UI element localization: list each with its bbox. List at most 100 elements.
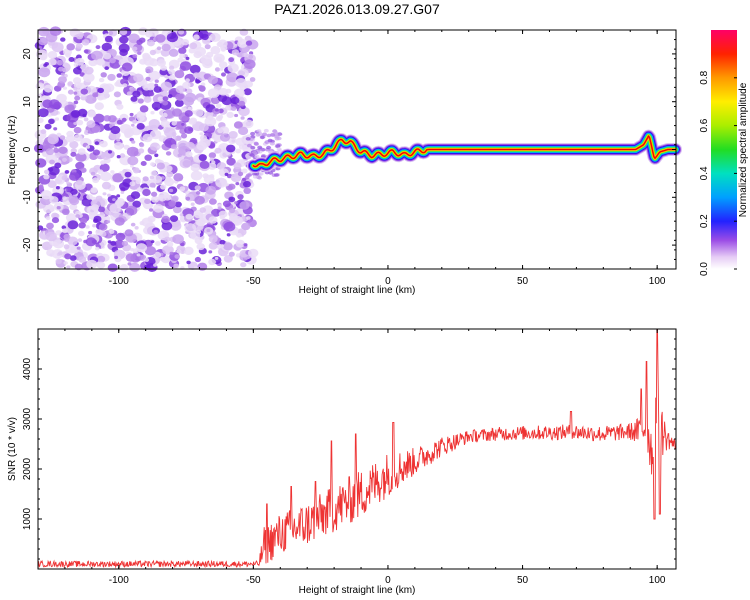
- x-tick-label: -50: [246, 276, 261, 287]
- noise-blob: [230, 106, 237, 111]
- noise-blob: [162, 100, 169, 106]
- noise-blob: [122, 83, 128, 88]
- noise-blob: [63, 261, 68, 265]
- noise-blob: [183, 246, 194, 255]
- noise-blob: [53, 148, 60, 153]
- noise-blob: [217, 39, 228, 48]
- noise-blob: [164, 127, 176, 138]
- noise-blob: [162, 112, 168, 118]
- noise-blob: [250, 145, 256, 150]
- noise-blob: [131, 123, 135, 127]
- noise-blob: [237, 38, 248, 48]
- noise-blob: [86, 194, 93, 200]
- noise-blob: [95, 229, 103, 236]
- noise-blob: [84, 129, 89, 133]
- noise-blob: [243, 59, 256, 70]
- noise-blob: [35, 82, 45, 90]
- noise-blob: [168, 200, 177, 207]
- noise-blob: [201, 33, 209, 41]
- noise-blob: [56, 59, 64, 66]
- noise-blob: [58, 66, 64, 72]
- snr-background: [38, 329, 676, 569]
- x-tick-label: 0: [385, 575, 391, 586]
- noise-blob: [110, 170, 115, 174]
- noise-blob: [109, 203, 121, 214]
- noise-blob: [38, 52, 48, 61]
- noise-blob: [67, 104, 75, 111]
- noise-blob: [110, 125, 121, 135]
- noise-blob: [217, 206, 222, 210]
- noise-blob: [152, 175, 163, 184]
- noise-blob: [166, 171, 174, 178]
- noise-blob: [235, 239, 245, 248]
- y-tick-label: 2000: [22, 457, 33, 480]
- noise-blob: [150, 162, 156, 167]
- noise-blob: [258, 172, 264, 176]
- noise-blob: [210, 96, 221, 105]
- noise-blob: [226, 107, 231, 111]
- noise-blob: [252, 175, 258, 179]
- noise-blob: [179, 213, 184, 217]
- noise-blob: [97, 255, 106, 263]
- noise-blob: [138, 148, 145, 154]
- noise-blob: [96, 58, 105, 66]
- noise-blob: [145, 76, 151, 81]
- noise-blob: [257, 145, 263, 150]
- noise-blob: [114, 142, 124, 150]
- noise-blob: [179, 53, 185, 59]
- noise-blob: [209, 174, 215, 179]
- noise-blob: [166, 32, 178, 43]
- noise-blob: [219, 133, 231, 142]
- noise-blob: [143, 96, 152, 103]
- noise-blob: [104, 66, 109, 70]
- noise-blob: [44, 123, 52, 130]
- noise-blob: [136, 253, 141, 257]
- noise-blob: [194, 109, 204, 117]
- noise-blob: [229, 207, 236, 214]
- noise-blob: [216, 162, 227, 170]
- noise-blob: [205, 196, 210, 200]
- noise-blob: [149, 142, 161, 151]
- noise-blob: [218, 210, 228, 218]
- colorbar-tick-label: 0.2: [699, 214, 710, 228]
- noise-blob: [175, 93, 184, 101]
- noise-blob: [238, 100, 246, 107]
- noise-blob: [243, 187, 251, 194]
- noise-blob: [169, 251, 174, 256]
- noise-blob: [49, 159, 55, 165]
- noise-blob: [66, 188, 71, 192]
- noise-blob: [173, 263, 179, 269]
- noise-blob: [67, 236, 79, 246]
- noise-blob: [66, 43, 75, 51]
- noise-blob: [85, 237, 97, 247]
- noise-blob: [56, 206, 61, 210]
- noise-blob: [119, 35, 129, 44]
- noise-blob: [116, 103, 124, 110]
- noise-blob: [198, 154, 207, 162]
- noise-blob: [157, 96, 164, 102]
- noise-blob: [61, 175, 68, 181]
- noise-blob: [37, 225, 44, 231]
- noise-blob: [102, 192, 107, 196]
- noise-blob: [86, 120, 96, 128]
- noise-blob: [130, 176, 136, 181]
- noise-blob: [125, 205, 138, 216]
- noise-blob: [228, 131, 238, 139]
- noise-blob: [139, 221, 145, 226]
- noise-blob: [148, 91, 155, 97]
- noise-blob: [149, 208, 154, 212]
- noise-blob: [49, 207, 55, 212]
- noise-blob: [107, 263, 118, 272]
- noise-blob: [193, 156, 199, 161]
- noise-blob: [160, 120, 170, 128]
- noise-blob: [227, 63, 239, 73]
- noise-blob: [180, 242, 185, 247]
- noise-blob: [234, 88, 245, 98]
- noise-blob: [55, 186, 60, 190]
- noise-blob: [199, 207, 207, 213]
- noise-blob: [182, 81, 191, 89]
- noise-blob: [92, 224, 97, 228]
- colorbar-label: Normalized spectral amplitude: [738, 82, 749, 217]
- noise-blob: [208, 152, 217, 159]
- noise-blob: [37, 185, 44, 191]
